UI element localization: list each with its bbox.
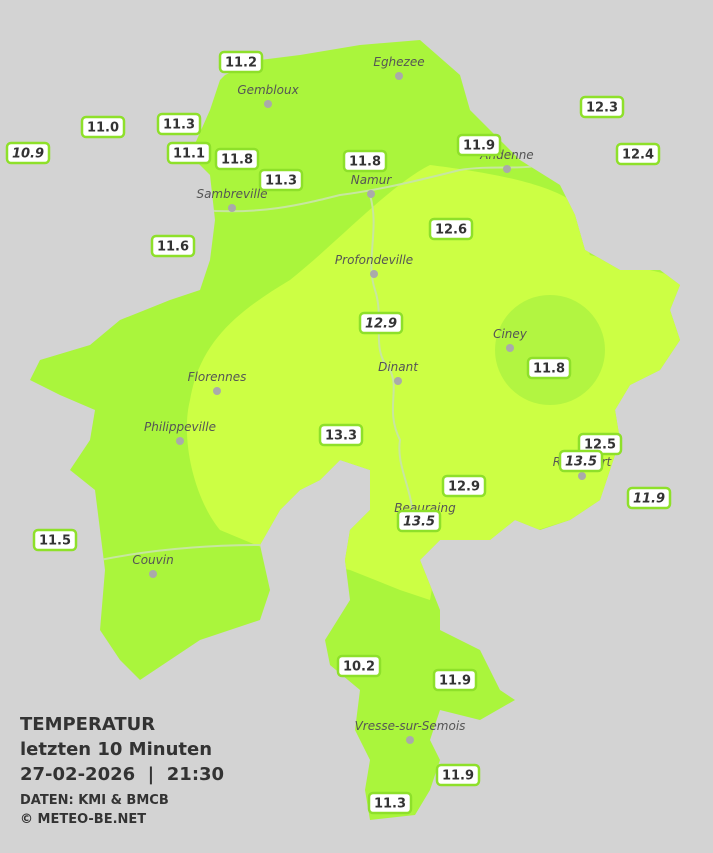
- station-box: [5, 141, 51, 165]
- station-value: 11.5: [39, 534, 71, 549]
- station-box: [214, 147, 260, 171]
- station-value: 11.9: [442, 769, 474, 784]
- city-label: Profondeville: [335, 253, 413, 267]
- station-value: 12.5: [584, 438, 616, 453]
- station-value: 10.9: [12, 147, 44, 162]
- station-value: 13.3: [325, 429, 357, 444]
- city-dot: [503, 165, 511, 173]
- legend-source: DATEN: KMI & BMCB: [20, 793, 169, 808]
- city-dot: [406, 736, 414, 744]
- station-box: [32, 528, 78, 552]
- river: [199, 164, 541, 213]
- city-dot: [578, 472, 586, 480]
- station-box: [358, 311, 404, 335]
- station-value: 11.3: [374, 797, 406, 812]
- station-value: 12.3: [586, 101, 618, 116]
- city-label: Eghezee: [373, 55, 424, 69]
- city-dot: [176, 437, 184, 445]
- legend-datetime: 27-02-2026 | 21:30: [20, 764, 224, 785]
- station-value: 12.9: [365, 317, 397, 332]
- city-dot: [506, 344, 514, 352]
- city-label: Florennes: [188, 370, 247, 384]
- station-value: 11.9: [633, 492, 665, 507]
- station-box: [526, 356, 572, 380]
- city-label: Gembloux: [237, 83, 299, 97]
- station-value: 11.9: [463, 139, 495, 154]
- city-dot: [228, 204, 236, 212]
- station-box: [367, 791, 413, 815]
- station-value: 11.8: [533, 362, 565, 377]
- station-box: [626, 486, 672, 510]
- river: [369, 194, 414, 531]
- legend-period: letzten 10 Minuten: [20, 739, 212, 760]
- station-value: 11.0: [87, 121, 119, 136]
- city-label: Namur: [351, 173, 393, 187]
- station-value: 12.9: [448, 480, 480, 495]
- station-box: [342, 149, 388, 173]
- legend-copyright: © METEO-BE.NET: [20, 812, 146, 827]
- city-dot: [213, 387, 221, 395]
- station-value: 11.2: [225, 56, 257, 71]
- station-box: [558, 449, 604, 473]
- city-dot: [264, 100, 272, 108]
- station-box: [218, 50, 264, 74]
- station-box: [579, 95, 625, 119]
- station-value: 11.3: [265, 174, 297, 189]
- city-dot: [395, 72, 403, 80]
- station-value: 11.3: [163, 118, 195, 133]
- station-box: [615, 142, 661, 166]
- station-box: [150, 234, 196, 258]
- city-dot: [370, 270, 378, 278]
- city-label: Couvin: [132, 553, 173, 567]
- station-box: [80, 115, 126, 139]
- legend-title: TEMPERATUR: [20, 714, 155, 735]
- station-value: 11.8: [349, 155, 381, 170]
- station-box: [258, 168, 304, 192]
- station-value: 10.2: [343, 660, 375, 675]
- station-box: [441, 474, 487, 498]
- station-box: [432, 668, 478, 692]
- station-box: [396, 509, 442, 533]
- city-dot: [367, 190, 375, 198]
- station-box: [456, 133, 502, 157]
- station-value: 11.6: [157, 240, 189, 255]
- zone-cool: [495, 295, 605, 405]
- station-box: [336, 654, 382, 678]
- station-box: [428, 217, 474, 241]
- station-box: [166, 141, 212, 165]
- city-label: Philippeville: [144, 420, 216, 434]
- city-label: Vresse-sur-Semois: [355, 719, 466, 733]
- station-box: [156, 112, 202, 136]
- station-value: 13.5: [565, 455, 597, 470]
- station-box: [435, 763, 481, 787]
- city-dot: [394, 377, 402, 385]
- city-label: Sambreville: [196, 187, 267, 201]
- station-value: 13.5: [403, 515, 435, 530]
- city-label: Ciney: [493, 327, 528, 341]
- city-dot: [149, 570, 157, 578]
- station-value: 11.9: [439, 674, 471, 689]
- river: [99, 544, 261, 561]
- station-box: [318, 423, 364, 447]
- station-value: 11.8: [221, 153, 253, 168]
- station-value: 12.4: [622, 148, 654, 163]
- station-value: 11.1: [173, 147, 205, 162]
- city-label: Dinant: [378, 360, 419, 374]
- station-value: 12.6: [435, 223, 467, 238]
